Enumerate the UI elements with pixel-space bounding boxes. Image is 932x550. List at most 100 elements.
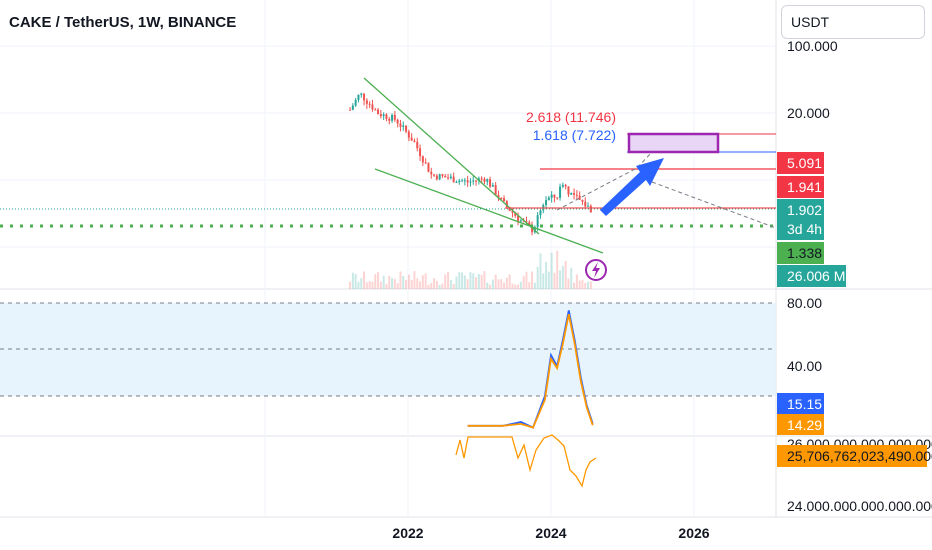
volume-bar	[351, 272, 354, 289]
volume-bar	[545, 261, 548, 289]
candle-body	[385, 114, 388, 119]
candle-body	[365, 100, 368, 104]
currency-select[interactable]: USDT	[781, 5, 925, 39]
volume-bar	[536, 266, 539, 289]
volume-bar	[402, 276, 405, 289]
price-tag-bg	[777, 152, 824, 174]
price-axis-tick: 20.000	[787, 105, 830, 121]
volume-bar	[357, 281, 360, 289]
volume-bar	[363, 271, 366, 289]
candle-body	[379, 114, 382, 117]
price-tag: 1.902	[787, 202, 822, 218]
volume-bar	[413, 271, 416, 289]
volume-bar	[483, 271, 486, 289]
volume-bar	[368, 281, 371, 289]
candle-body	[519, 220, 522, 222]
candle-body	[402, 125, 405, 127]
volume-bar	[410, 279, 413, 289]
candle-body	[480, 178, 483, 180]
candle-body	[539, 210, 542, 216]
volume-bar	[531, 271, 534, 289]
volume-bar	[480, 274, 483, 289]
volume-bar	[441, 283, 444, 289]
projection-up-dashed	[556, 151, 653, 211]
candle-body	[564, 184, 567, 187]
volume-bar	[547, 271, 550, 289]
volume-bar	[491, 279, 494, 289]
candle-body	[396, 119, 399, 124]
fib-2618-label: 2.618 (11.746)	[526, 109, 616, 125]
candle-body	[413, 140, 416, 142]
candle-body	[371, 104, 374, 110]
candle-body	[536, 215, 539, 228]
volume-bar	[578, 280, 581, 289]
candle-body	[449, 176, 452, 179]
price-tag-bg	[777, 176, 824, 198]
candle-body	[441, 174, 444, 176]
symbol-title: CAKE / TetherUS, 1W, BINANCE	[9, 14, 237, 31]
candle-body	[486, 179, 489, 182]
volume-bar	[497, 279, 500, 289]
volume-bar	[567, 278, 570, 289]
volume-bar	[405, 279, 408, 289]
volume-bar	[519, 281, 522, 289]
price-axis-tick: 100.000	[787, 38, 838, 54]
volume-bar	[556, 250, 559, 289]
candle-body	[497, 194, 500, 198]
cap-line	[455, 434, 597, 488]
volume-bar	[371, 281, 374, 289]
volume-bar	[365, 282, 368, 289]
candle-body	[489, 179, 492, 187]
candle-body	[494, 185, 497, 195]
rsi-axis-tick: 80.00	[787, 295, 822, 311]
candle-body	[351, 105, 354, 110]
volume-bar	[511, 283, 514, 289]
price-tag-bg	[777, 265, 846, 287]
volume-bar	[374, 274, 377, 289]
price-tag-bg	[777, 199, 824, 221]
candle-body	[452, 176, 455, 183]
volume-bar	[463, 275, 466, 289]
candle-body	[508, 206, 511, 211]
volume-bar	[424, 273, 427, 289]
volume-bar	[430, 282, 433, 289]
candle-body	[388, 118, 391, 121]
candle-body	[424, 162, 427, 164]
candle-body	[517, 215, 520, 221]
volume-bar	[360, 278, 363, 289]
volume-bar	[444, 274, 447, 289]
volume-bar	[550, 252, 553, 289]
candle-body	[491, 185, 494, 187]
candle-body	[357, 94, 360, 100]
volume-bar	[388, 275, 391, 289]
volume-bar	[435, 280, 438, 289]
target-box	[627, 132, 720, 154]
volume-bar	[581, 279, 584, 289]
candle-body	[410, 137, 413, 141]
volume-bar	[419, 281, 422, 289]
candle-body	[374, 109, 377, 111]
volume-bar	[486, 282, 489, 289]
candle-body	[368, 103, 371, 105]
volume-bar	[570, 267, 573, 289]
time-axis-tick: 2026	[678, 525, 709, 541]
candle-body	[547, 197, 550, 201]
candle-body	[461, 180, 464, 182]
volume-bar	[379, 281, 382, 289]
candle-body	[575, 194, 578, 196]
cap-axis-tick: 24.000.000.000.000.000	[787, 498, 932, 514]
candle-body	[466, 180, 469, 183]
volume-bar	[447, 271, 450, 289]
candle-body	[561, 184, 564, 187]
volume-bar	[539, 253, 542, 289]
volume-bar	[528, 282, 531, 289]
volume-bar	[564, 261, 567, 289]
candle-body	[483, 178, 486, 182]
cap-tag-bg	[777, 445, 927, 467]
volume-bar	[421, 275, 424, 289]
volume-bar	[438, 284, 441, 289]
candle-body	[405, 125, 408, 132]
candle-body	[469, 181, 472, 183]
